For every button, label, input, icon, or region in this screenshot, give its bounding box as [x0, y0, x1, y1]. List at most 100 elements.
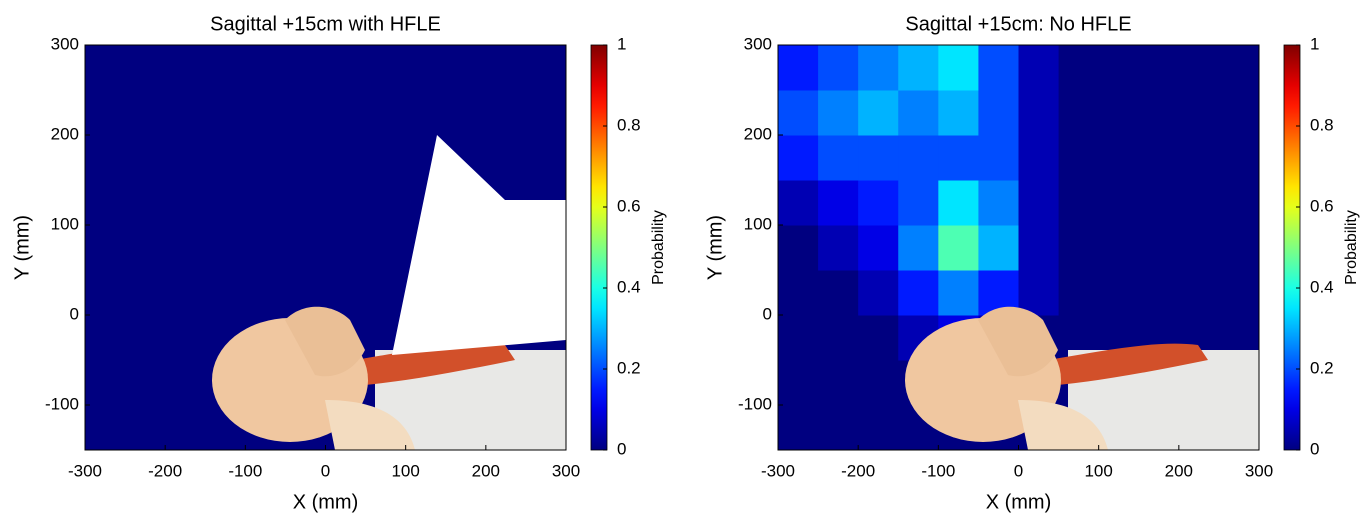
- heat-cell: [858, 315, 899, 361]
- heat-cell: [818, 360, 859, 406]
- x-tick-label: -100: [921, 461, 955, 480]
- heat-cell: [85, 405, 126, 451]
- heat-cell: [1178, 225, 1220, 271]
- heat-cell: [1218, 45, 1260, 91]
- x-tick-label: 200: [1165, 461, 1193, 480]
- heat-cell: [485, 45, 527, 91]
- heat-cell: [325, 270, 367, 316]
- heat-cell: [938, 225, 979, 271]
- heat-cell: [365, 270, 407, 316]
- chart-title: Sagittal +15cm: No HFLE: [905, 13, 1131, 35]
- heat-cell: [1058, 45, 1100, 91]
- heat-cell: [205, 135, 246, 181]
- heat-cell: [525, 45, 567, 91]
- colorbar-tick-label: 0.4: [617, 277, 641, 296]
- heat-cell: [205, 90, 246, 136]
- heat-cell: [525, 90, 567, 136]
- heat-cell: [978, 45, 1019, 91]
- heat-cell: [125, 270, 166, 316]
- heat-cell: [525, 135, 567, 181]
- heat-cell: [978, 225, 1019, 271]
- y-axis-label: Y (mm): [704, 215, 726, 280]
- y-axis-label: Y (mm): [11, 215, 33, 280]
- heat-cell: [285, 135, 326, 181]
- heat-cell: [85, 45, 126, 91]
- heat-cell: [365, 135, 407, 181]
- heat-cell: [325, 45, 367, 91]
- heat-cell: [938, 90, 979, 136]
- heat-cell: [938, 180, 979, 226]
- heat-cell: [205, 45, 246, 91]
- heat-cell: [245, 45, 286, 91]
- heat-cell: [85, 225, 126, 271]
- heat-cell: [1218, 90, 1260, 136]
- heat-cell: [165, 225, 206, 271]
- x-tick-label: -300: [68, 461, 102, 480]
- colorbar-tick-label: 0.6: [1310, 196, 1334, 215]
- chart-title: Sagittal +15cm with HFLE: [210, 13, 441, 35]
- heat-cell: [365, 180, 407, 226]
- heat-cell: [485, 135, 527, 181]
- colorbar-tick-label: 0: [1310, 439, 1319, 458]
- heat-cell: [1058, 225, 1100, 271]
- heat-cell: [858, 135, 899, 181]
- heat-cell: [205, 225, 246, 271]
- heat-cell: [245, 270, 286, 316]
- heat-cell: [205, 180, 246, 226]
- heat-cell: [285, 225, 326, 271]
- x-tick-label: 0: [1014, 461, 1023, 480]
- heat-cell: [1138, 135, 1180, 181]
- heat-cell: [1178, 135, 1220, 181]
- heat-cell: [85, 90, 126, 136]
- heat-cell: [165, 270, 206, 316]
- heat-cell: [245, 180, 286, 226]
- colorbar-tick-label: 0.8: [617, 115, 641, 134]
- heat-cell: [1018, 180, 1060, 226]
- heat-cell: [778, 225, 819, 271]
- heat-cell: [1058, 180, 1100, 226]
- x-tick-label: -200: [148, 461, 182, 480]
- heat-cell: [1178, 180, 1220, 226]
- heat-cell: [778, 315, 819, 361]
- y-tick-label: -100: [45, 394, 79, 413]
- heat-cell: [1098, 135, 1140, 181]
- heat-cell: [1218, 225, 1260, 271]
- heat-cell: [1018, 90, 1060, 136]
- heat-cell: [405, 90, 447, 136]
- heat-cell: [285, 90, 326, 136]
- heat-cell: [325, 135, 367, 181]
- heat-cell: [818, 135, 859, 181]
- heat-cell: [778, 270, 819, 316]
- x-tick-label: 300: [1245, 461, 1273, 480]
- heat-cell: [125, 180, 166, 226]
- y-tick-label: 200: [744, 124, 772, 143]
- heat-cell: [938, 45, 979, 91]
- heat-cell: [818, 225, 859, 271]
- colorbar-tick-label: 1: [1310, 34, 1319, 53]
- colorbar-tick-label: 0.2: [1310, 358, 1334, 377]
- heat-cell: [1098, 270, 1140, 316]
- heat-cell: [365, 90, 407, 136]
- heat-cell: [1058, 270, 1100, 316]
- neck: [1018, 400, 1108, 450]
- heat-cell: [445, 45, 487, 91]
- heat-cell: [858, 180, 899, 226]
- heat-cell: [898, 90, 939, 136]
- mannequin: [905, 306, 1259, 450]
- heat-cell: [1218, 270, 1260, 316]
- y-tick-label: 0: [70, 304, 79, 323]
- heat-cell: [165, 45, 206, 91]
- heat-cell: [1058, 135, 1100, 181]
- colorbar-label: Probability: [1343, 210, 1360, 285]
- y-tick-label: -100: [738, 394, 772, 413]
- heat-cell: [1138, 90, 1180, 136]
- heat-cell: [1178, 45, 1220, 91]
- heat-cell: [858, 405, 899, 451]
- heat-cell: [1058, 90, 1100, 136]
- heat-cell: [858, 45, 899, 91]
- heat-cell: [1138, 225, 1180, 271]
- heat-cell: [778, 180, 819, 226]
- heat-cell: [1218, 135, 1260, 181]
- heat-cell: [365, 45, 407, 91]
- heat-cell: [125, 135, 166, 181]
